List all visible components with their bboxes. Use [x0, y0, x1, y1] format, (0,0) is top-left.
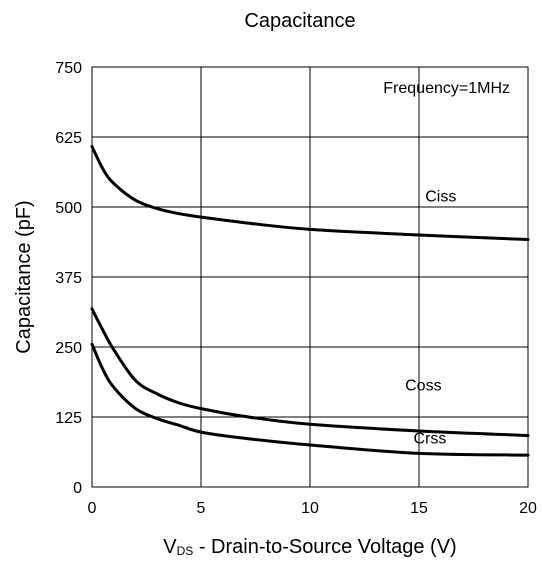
y-axis-ticks: 0 125 250 375 500 625 750 — [55, 60, 82, 497]
chart-title: Capacitance — [244, 10, 355, 32]
series-line-coss — [90, 307, 530, 437]
grid — [92, 67, 528, 487]
x-tick-label: 20 — [519, 500, 537, 517]
x-axis-label: VDS - Drain-to-Source Voltage (V) — [163, 536, 456, 558]
x-tick-label: 15 — [410, 500, 428, 517]
series-line-crss — [90, 342, 530, 457]
frequency-annotation: Frequency=1MHz — [383, 80, 510, 97]
y-tick-label: 750 — [55, 60, 82, 77]
series-label-crss: Crss — [413, 430, 446, 447]
x-axis-label-main: V — [163, 536, 177, 558]
x-tick-label: 0 — [88, 500, 97, 517]
x-axis-label-rest: - Drain-to-Source Voltage (V) — [193, 536, 456, 558]
series-label-coss: Coss — [405, 378, 441, 395]
plot-frame — [91, 66, 529, 488]
y-tick-label: 250 — [55, 340, 82, 357]
y-tick-label: 500 — [55, 200, 82, 217]
x-axis-ticks: 0 5 10 15 20 — [88, 500, 537, 517]
series-lines — [90, 145, 530, 457]
y-tick-label: 125 — [55, 410, 82, 427]
series-labels: Ciss Coss Crss — [405, 188, 456, 447]
y-tick-label: 375 — [55, 270, 82, 287]
series-line-ciss — [90, 145, 530, 241]
x-axis-label-subscript: DS — [177, 544, 194, 558]
y-tick-label: 625 — [55, 130, 82, 147]
y-axis-label: Capacitance (pF) — [13, 200, 35, 353]
x-tick-label: 10 — [301, 500, 319, 517]
y-tick-label: 0 — [73, 480, 82, 497]
series-label-ciss: Ciss — [425, 188, 456, 205]
x-tick-label: 5 — [197, 500, 206, 517]
